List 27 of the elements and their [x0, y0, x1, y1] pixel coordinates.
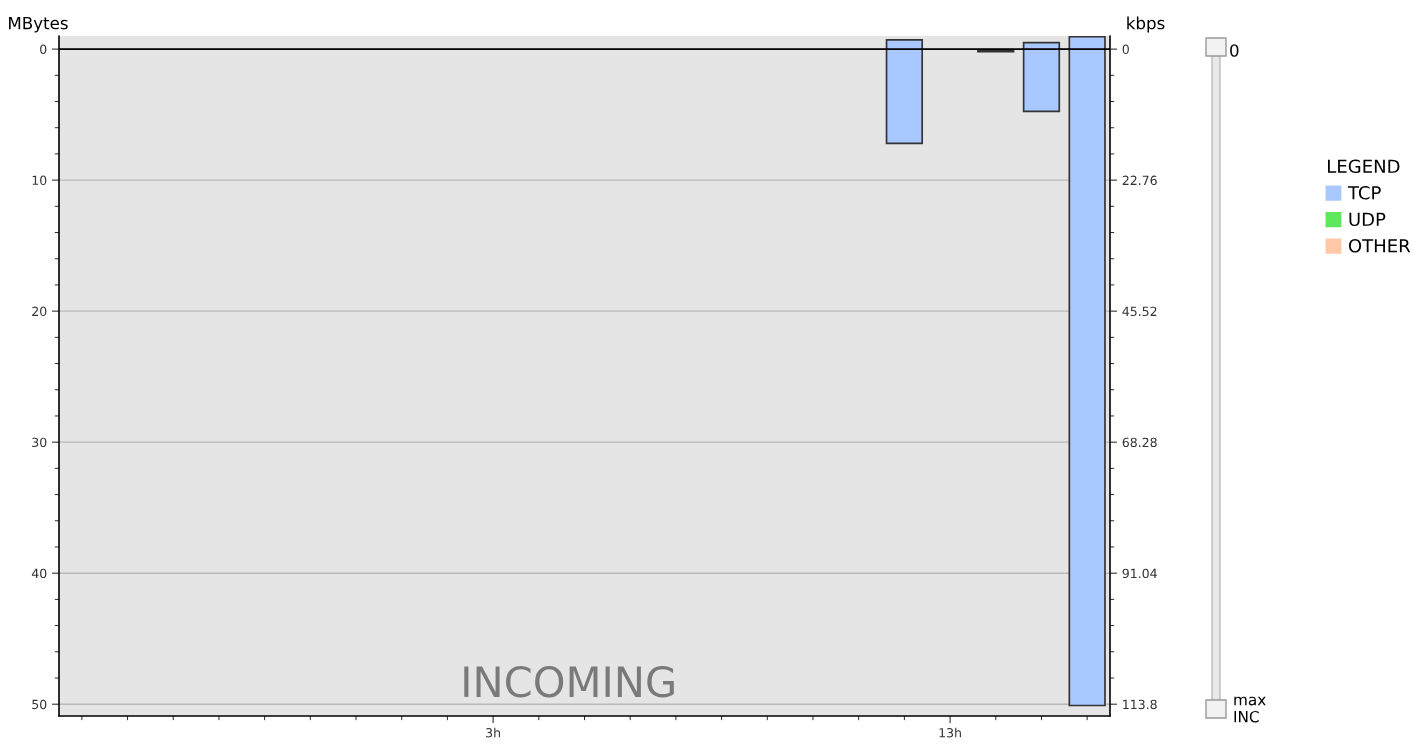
bar [1022, 41, 1061, 113]
text: 0 [1230, 44, 1239, 57]
legend-title: LEGEND [1328, 159, 1400, 174]
x-tick-label: 13h [939, 727, 961, 738]
y-axis-title: MBytes [9, 16, 68, 33]
y-tick-label: 40 [31, 568, 47, 579]
legend-label: UDP [1349, 212, 1386, 227]
y2-tick-label: 91.04 [1122, 568, 1157, 579]
y2-axis-title: kbps [1127, 16, 1165, 33]
text: max [1234, 696, 1266, 706]
y2-tick-label: 22.76 [1122, 175, 1157, 186]
y-tick-label: 10 [32, 175, 47, 186]
legend-label: TCP [1347, 185, 1381, 200]
x-tick-label: 3h [486, 727, 500, 738]
y2-tick-label: 0 [1122, 44, 1129, 55]
bar [885, 39, 924, 145]
annotation: INCOMING [464, 665, 674, 698]
y2-tick-label: 68.28 [1122, 437, 1157, 448]
y-tick-label: 30 [32, 437, 47, 448]
y-tick-label: 20 [32, 306, 47, 317]
y-tick-label: 0 [40, 44, 47, 55]
y2-tick-label: 113.8 [1123, 699, 1157, 710]
y2-tick-label: 45.52 [1122, 306, 1157, 317]
bar [1068, 36, 1106, 707]
y-tick-label: 50 [32, 699, 47, 710]
text: INC [1234, 710, 1259, 723]
legend-label: OTHER [1348, 238, 1411, 253]
